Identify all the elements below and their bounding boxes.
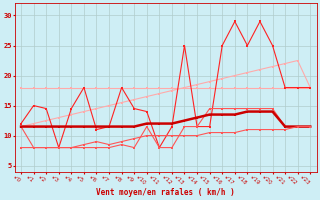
- X-axis label: Vent moyen/en rafales ( km/h ): Vent moyen/en rafales ( km/h ): [96, 188, 235, 197]
